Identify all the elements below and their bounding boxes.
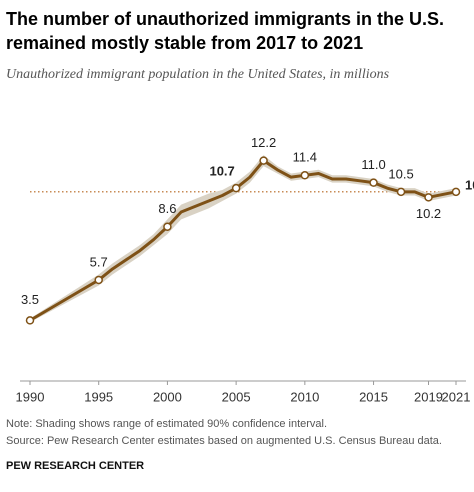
- x-tick-label: 2015: [359, 389, 388, 404]
- marker: [25, 316, 35, 325]
- marker: [396, 187, 406, 197]
- marker: [300, 171, 310, 180]
- marker: [369, 178, 378, 187]
- value-label: 8.6: [158, 201, 176, 216]
- x-tick-label: 2019: [414, 389, 443, 404]
- x-tick-label: 2021: [442, 389, 471, 404]
- value-label: 10.2: [416, 206, 441, 221]
- marker: [424, 193, 433, 202]
- marker: [163, 222, 172, 231]
- x-tick-label: 2005: [222, 389, 251, 404]
- x-tick-label: 1995: [84, 389, 113, 404]
- chart-title: The number of unauthorized immigrants in…: [6, 9, 444, 53]
- brand: PEW RESEARCH CENTER: [6, 460, 144, 472]
- marker: [259, 156, 268, 165]
- value-label: 3.5: [21, 292, 39, 307]
- value-label: 5.7: [90, 254, 108, 269]
- value-label: 10.5: [465, 177, 474, 192]
- value-label: 12.2: [251, 135, 276, 150]
- note: Note: Shading shows range of estimated 9…: [6, 418, 327, 430]
- marker: [451, 187, 461, 197]
- chart-subtitle: Unauthorized immigrant population in the…: [6, 67, 390, 82]
- x-tick-label: 2000: [153, 389, 182, 404]
- marker: [231, 183, 241, 193]
- value-label: 10.7: [209, 164, 234, 179]
- value-label: 11.0: [361, 157, 385, 172]
- x-tick-label: 2010: [290, 389, 319, 404]
- source-note: Source: Pew Research Center estimates ba…: [6, 435, 442, 447]
- value-label: 11.4: [293, 150, 317, 165]
- x-tick-label: 1990: [16, 389, 45, 404]
- value-label: 10.5: [388, 166, 413, 181]
- marker: [94, 275, 103, 285]
